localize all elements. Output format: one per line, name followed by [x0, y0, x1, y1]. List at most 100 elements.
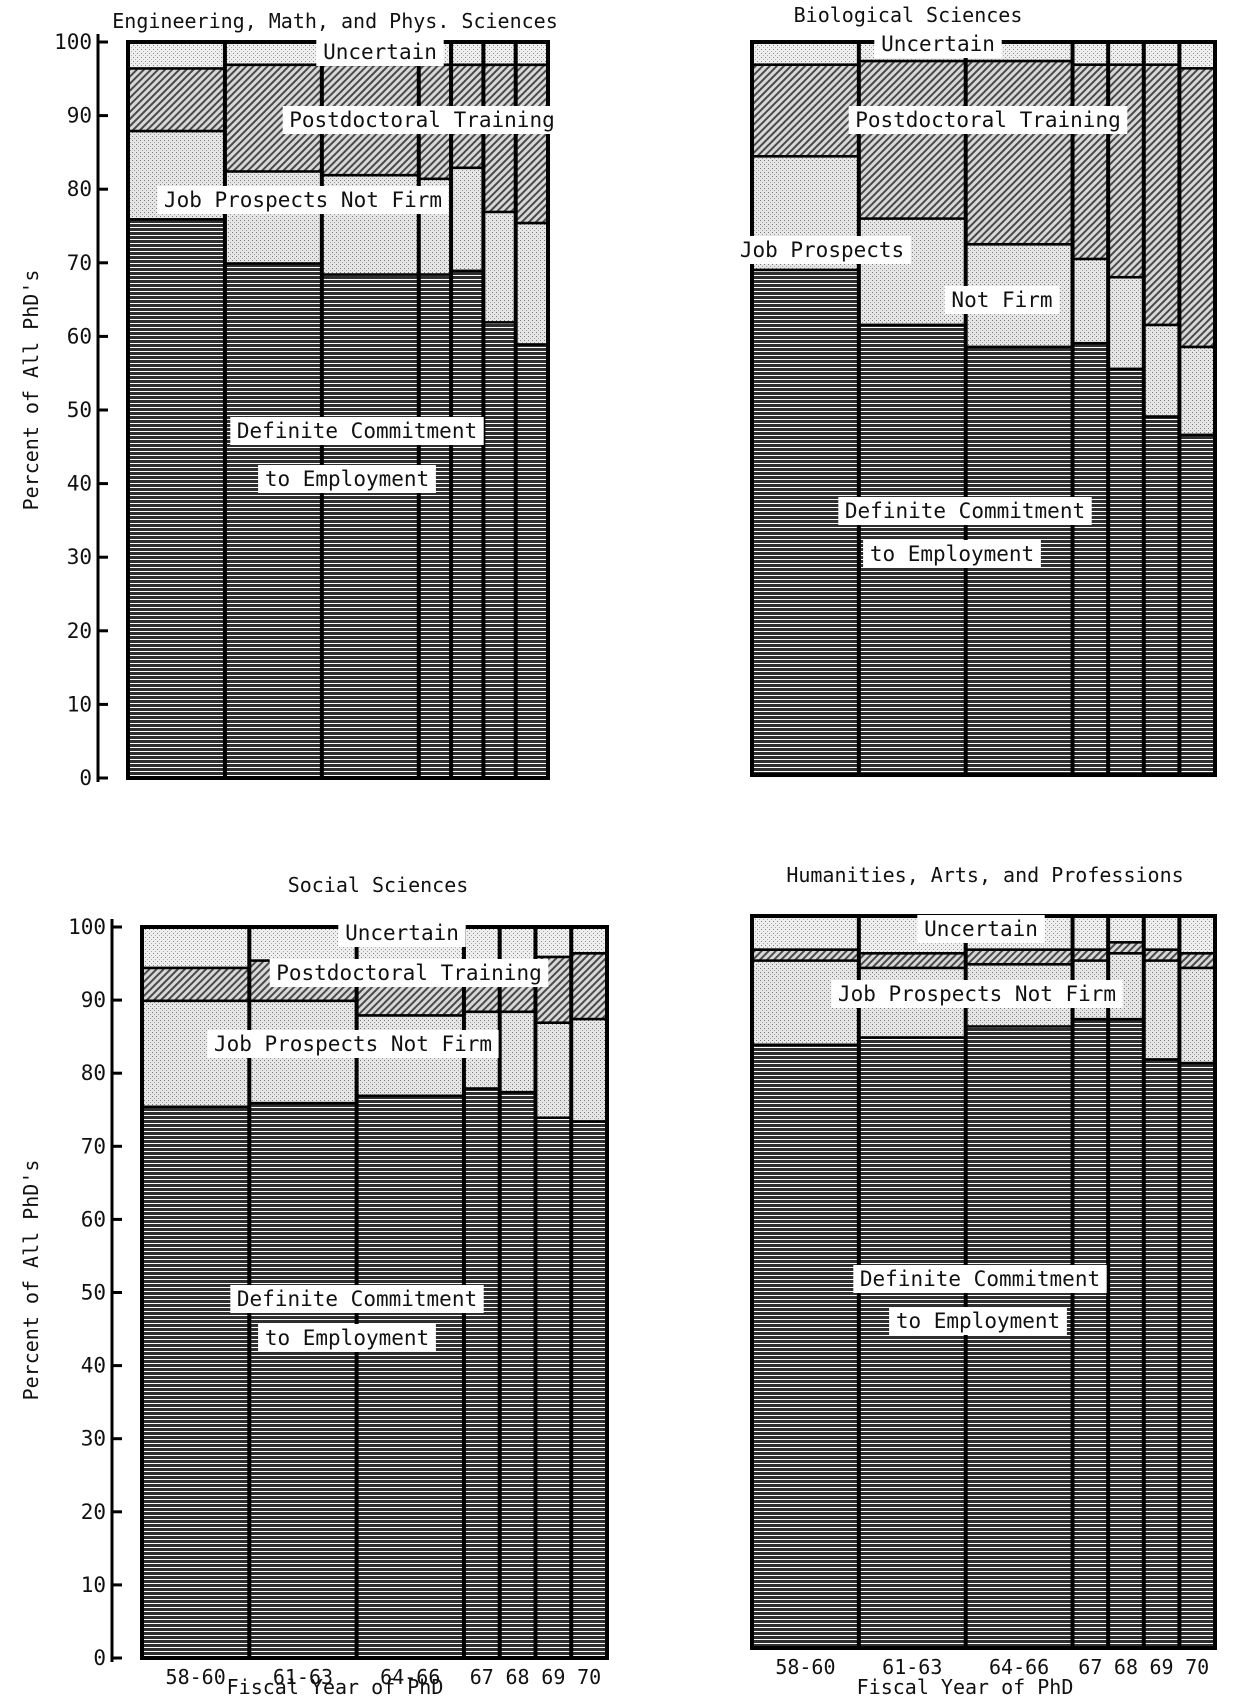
uncertain-segment — [1071, 41, 1109, 65]
postdoc-segment — [1143, 63, 1180, 325]
y-tick-label: 90 — [81, 988, 106, 1012]
postdoc-segment — [858, 59, 967, 219]
panel-biological: Biological Sciences Uncertain Postdoctora… — [733, 3, 1217, 777]
job-prospects-segment — [1071, 257, 1109, 344]
y-tick-label: 30 — [67, 545, 92, 569]
label-background — [874, 30, 1002, 58]
label-background — [831, 980, 1123, 1008]
label-background — [733, 236, 911, 264]
definite-2-label: to Employment — [896, 1309, 1060, 1333]
definite-segment — [450, 269, 484, 779]
y-tick-label: 100 — [54, 30, 92, 54]
label-background — [316, 38, 444, 66]
y-tick-label: 50 — [81, 1281, 106, 1305]
uncertain-segment — [463, 926, 501, 965]
definite-segment — [418, 273, 452, 779]
postdoc-segment — [482, 63, 517, 212]
postdoc-segment — [127, 67, 226, 131]
definite-segment — [224, 262, 323, 779]
uncertain-segment — [534, 926, 572, 957]
label-background — [889, 1307, 1067, 1335]
label-background — [258, 1324, 436, 1352]
uncertain-segment — [1071, 915, 1109, 950]
job-prospects-full-label: Job Prospects Not Firm — [164, 188, 442, 212]
y-tick-label: 20 — [81, 1500, 106, 1524]
job-prospects-segment — [482, 210, 517, 323]
bars-engineering — [126, 40, 550, 780]
x-tick-label: 64-66 — [380, 1665, 440, 1689]
x-tick-label: 61-63 — [882, 1655, 942, 1679]
definite-1-label: Definite Commitment — [237, 419, 477, 443]
definite-segment — [1071, 1017, 1109, 1649]
definite-segment — [1071, 341, 1109, 776]
label-background — [282, 106, 562, 134]
uncertain-segment — [1143, 41, 1180, 65]
definite-1-label: Definite Commitment — [237, 1287, 477, 1311]
label-background — [230, 1285, 484, 1313]
y-axis-label: Percent of All PhD's — [19, 270, 43, 511]
y-tick-label: 10 — [81, 1573, 106, 1597]
y-tick-label: 20 — [67, 619, 92, 643]
label-background — [944, 286, 1060, 314]
x-tick-label: 70 — [577, 1665, 601, 1689]
definite-segment — [141, 1105, 250, 1659]
job-prospects-segment — [450, 166, 484, 271]
x-tick-label: 70 — [1185, 1655, 1209, 1679]
definite-segment — [356, 1094, 465, 1659]
y-tick-label: 40 — [67, 472, 92, 496]
job-prospects-segment — [1178, 345, 1216, 435]
uncertain-segment — [1178, 41, 1216, 69]
label-background — [838, 497, 1092, 525]
job-prospects-1-label: Job Prospects — [740, 238, 904, 262]
x-tick-label: 58-60 — [166, 1665, 226, 1689]
y-tick-label: 100 — [68, 915, 106, 939]
uncertain-segment — [570, 926, 608, 954]
definite-2-label: to Employment — [265, 467, 429, 491]
postdoc-segment — [1071, 63, 1109, 259]
postdoc-segment — [965, 59, 1074, 245]
postdoc-segment — [1178, 67, 1216, 347]
definite-2-label: to Employment — [265, 1326, 429, 1350]
definite-segment — [1178, 433, 1216, 776]
job-prospects-2-label: Not Firm — [951, 288, 1052, 312]
uncertain-segment — [1178, 915, 1216, 954]
job-prospects-segment — [1107, 275, 1145, 369]
postdoc-segment — [1178, 951, 1216, 968]
uncertain-segment — [499, 926, 537, 965]
label-background — [157, 186, 449, 214]
labels-engineering: Uncertain Postdoctoral Training Job Prospe… — [157, 38, 562, 493]
label-background — [230, 417, 484, 445]
panel-humanities: Humanities, Arts, and Professions Uncert… — [750, 863, 1217, 1699]
definite-segment — [463, 1087, 501, 1659]
y-tick-label: 60 — [81, 1207, 106, 1231]
definite-segment — [321, 273, 420, 779]
label-background — [269, 959, 549, 987]
postdoc-label: Postdoctoral Training — [276, 961, 542, 985]
panel-social: Social Sciences Uncertain Postdoctoral Tr… — [19, 873, 609, 1699]
label-background — [848, 106, 1128, 134]
label-background — [917, 915, 1045, 943]
job-prospects-segment — [1178, 966, 1216, 1063]
postdoc-label: Postdoctoral Training — [855, 108, 1121, 132]
label-background — [258, 465, 436, 493]
uncertain-segment — [450, 41, 484, 65]
y-tick-label: 70 — [67, 251, 92, 275]
y-tick-label: 10 — [67, 692, 92, 716]
y-tick-label: 30 — [81, 1427, 106, 1451]
job-prospects-segment — [1143, 959, 1180, 1060]
postdoc-segment — [965, 948, 1074, 965]
y-tick-label: 80 — [67, 177, 92, 201]
uncertain-label: Uncertain — [345, 921, 459, 945]
uncertain-label: Uncertain — [323, 40, 437, 64]
definite-segment — [1178, 1061, 1216, 1649]
x-tick-label: 61-63 — [273, 1665, 333, 1689]
definite-segment — [534, 1116, 572, 1659]
uncertain-label: Uncertain — [881, 32, 995, 56]
definite-segment — [499, 1090, 537, 1659]
uncertain-segment — [1143, 915, 1180, 950]
label-background — [338, 919, 466, 947]
x-axis-label: Fiscal Year of PhD — [857, 1675, 1074, 1699]
definite-segment — [1107, 1017, 1145, 1649]
panel-engineering: Engineering, Math, and Phys. Sciences Un… — [19, 9, 562, 790]
uncertain-segment — [141, 926, 250, 968]
